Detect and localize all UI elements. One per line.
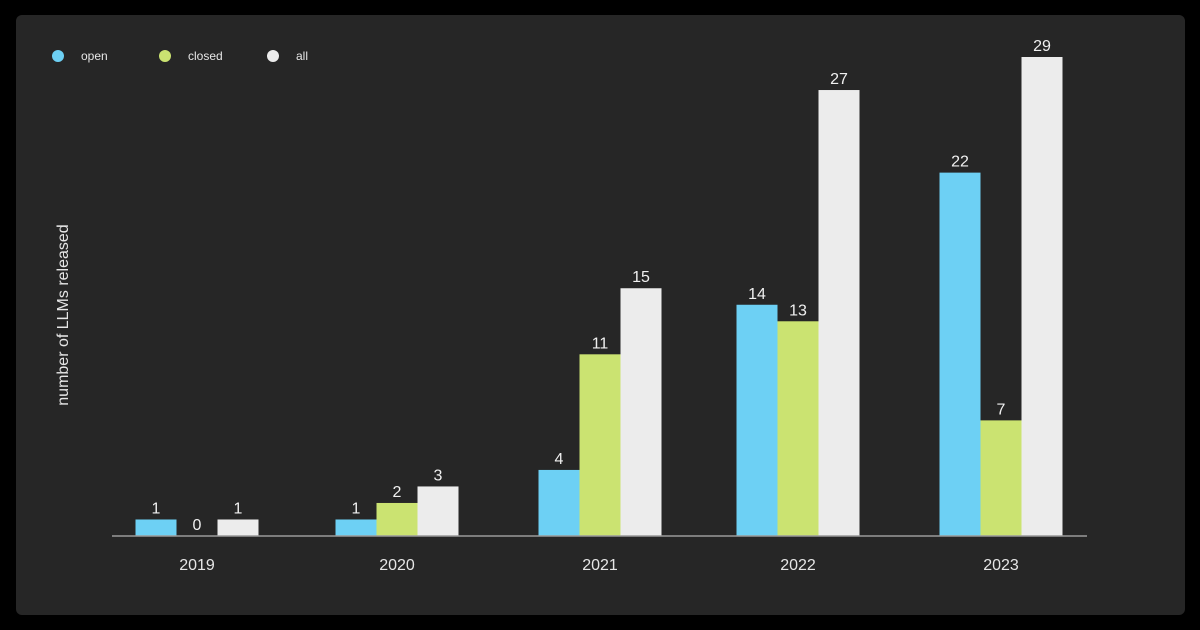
bar-closed-2021 <box>579 354 621 536</box>
bar-all-2020 <box>417 486 459 536</box>
legend-marker-open <box>52 50 64 62</box>
value-label-closed-2023: 7 <box>997 401 1006 418</box>
x-tick-2020: 2020 <box>379 557 415 574</box>
x-tick-2022: 2022 <box>780 557 816 574</box>
value-label-all-2020: 3 <box>434 467 443 484</box>
value-label-closed-2019: 0 <box>193 517 202 534</box>
value-label-closed-2020: 2 <box>393 484 402 501</box>
bar-open-2019 <box>135 519 177 536</box>
value-label-open-2020: 1 <box>352 500 361 517</box>
bar-open-2023 <box>939 172 981 536</box>
x-tick-labels: 2019 2020 2021 2022 2023 <box>179 557 1019 574</box>
value-label-open-2022: 14 <box>748 286 766 303</box>
bar-closed-2023 <box>980 420 1022 536</box>
legend-label-open: open <box>81 49 108 63</box>
value-label-all-2022: 27 <box>830 71 848 88</box>
bar-open-2020 <box>335 519 377 536</box>
value-label-closed-2021: 11 <box>592 335 609 352</box>
value-label-open-2023: 22 <box>951 154 969 171</box>
value-label-open-2019: 1 <box>152 500 161 517</box>
bar-all-2022 <box>818 90 860 536</box>
bar-open-2021 <box>538 469 580 536</box>
value-label-closed-2022: 13 <box>789 302 807 319</box>
bar-closed-2022 <box>777 321 819 536</box>
bar-all-2021 <box>620 288 662 536</box>
value-label-all-2019: 1 <box>234 500 243 517</box>
bar-all-2023 <box>1021 57 1063 536</box>
bar-open-2022 <box>736 304 778 536</box>
legend-marker-all <box>267 50 279 62</box>
bar-closed-2020 <box>376 502 418 536</box>
x-tick-2023: 2023 <box>983 557 1019 574</box>
legend-label-closed: closed <box>188 49 223 63</box>
legend-label-all: all <box>296 49 308 63</box>
value-label-all-2021: 15 <box>632 269 650 286</box>
bars-group <box>135 57 1063 536</box>
value-label-open-2021: 4 <box>555 451 564 468</box>
x-tick-2019: 2019 <box>179 557 215 574</box>
y-axis-title: number of LLMs released <box>55 224 72 405</box>
bar-all-2019 <box>217 519 259 536</box>
legend-marker-closed <box>159 50 171 62</box>
legend: open closed all <box>52 49 308 63</box>
value-label-all-2023: 29 <box>1033 38 1051 55</box>
x-tick-2021: 2021 <box>582 557 618 574</box>
